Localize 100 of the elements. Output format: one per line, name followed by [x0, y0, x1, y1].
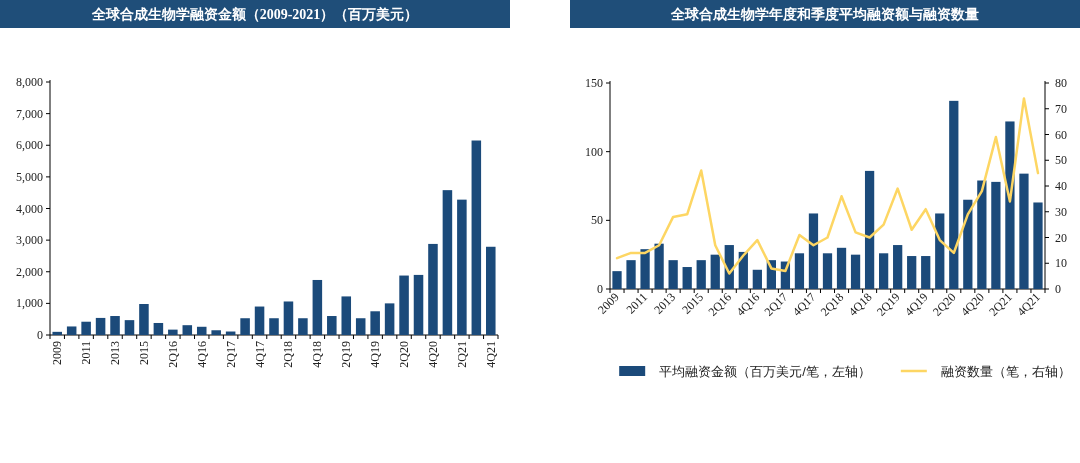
- bar: [850, 254, 861, 289]
- x-tick-label: 4Q19: [368, 341, 383, 368]
- chart-title: 全球合成生物学融资金额（2009-2021）（百万美元）: [90, 6, 419, 22]
- bar: [991, 181, 1001, 289]
- bar: [413, 274, 424, 335]
- bar: [1005, 121, 1015, 289]
- bar: [124, 320, 135, 335]
- bar: [808, 213, 819, 289]
- y2-tick-label: 20: [1055, 230, 1067, 245]
- x-tick-label: 2Q18: [281, 341, 296, 368]
- y2-tick-label: 30: [1055, 204, 1067, 219]
- y-tick-label: 50: [591, 213, 603, 228]
- bar: [640, 249, 650, 289]
- bar: [949, 100, 959, 289]
- x-tick-label: 2Q21: [454, 341, 469, 368]
- x-tick-label: 4Q21: [483, 341, 498, 368]
- y-tick-label: 3,000: [16, 233, 43, 248]
- bar: [696, 260, 706, 289]
- bar: [254, 306, 265, 335]
- bar: [626, 260, 636, 289]
- bar: [486, 246, 496, 335]
- bar: [907, 256, 917, 289]
- bar: [139, 304, 149, 335]
- y-tick-label: 100: [585, 144, 603, 159]
- bar: [836, 247, 847, 289]
- bar: [355, 318, 366, 335]
- legend-label: 融资数量（笔，右轴）: [940, 364, 1071, 379]
- bar: [110, 316, 120, 335]
- bar: [921, 256, 931, 289]
- bar: [95, 317, 106, 335]
- x-tick-label: 2013: [108, 341, 123, 365]
- y-tick-label: 7,000: [16, 106, 43, 121]
- x-tick-label: 4Q18: [310, 341, 325, 368]
- y-tick-label: 4,000: [16, 201, 43, 216]
- bar: [240, 318, 250, 335]
- bar: [963, 199, 973, 289]
- y-tick-label: 0: [597, 282, 603, 296]
- y2-tick-label: 10: [1055, 256, 1067, 271]
- x-tick-label: 2015: [136, 341, 151, 365]
- x-tick-label: 2Q20: [397, 341, 412, 368]
- bar: [1019, 173, 1029, 289]
- y2-tick-label: 60: [1055, 127, 1067, 142]
- x-tick-label: 2Q17: [223, 341, 238, 368]
- bar: [794, 253, 805, 289]
- x-tick-label: 2011: [623, 290, 651, 317]
- bar: [471, 140, 482, 335]
- x-tick-label: 2Q16: [165, 341, 180, 368]
- bar: [384, 303, 395, 335]
- y2-tick-label: 50: [1055, 153, 1067, 168]
- bar: [442, 190, 453, 335]
- x-tick-label: 2011: [79, 341, 94, 365]
- y2-tick-label: 80: [1055, 76, 1067, 90]
- bar: [269, 318, 279, 335]
- bar: [341, 296, 352, 335]
- x-tick-label: 4Q20: [425, 341, 440, 368]
- bar: [654, 243, 664, 289]
- bar: [312, 279, 323, 335]
- bar: [612, 271, 622, 289]
- bar: [457, 199, 467, 335]
- x-tick-label: 2009: [50, 341, 65, 365]
- bar: [399, 275, 409, 335]
- bar: [893, 245, 903, 289]
- bar: [66, 326, 77, 335]
- bar: [196, 326, 207, 335]
- bar: [298, 318, 308, 335]
- bar: [752, 269, 762, 289]
- x-tick-label: 2Q19: [339, 341, 354, 368]
- y-tick-label: 5,000: [16, 169, 43, 184]
- y2-tick-label: 0: [1055, 282, 1061, 296]
- bar: [879, 253, 889, 289]
- bar: [153, 322, 164, 335]
- bar: [211, 330, 221, 335]
- legend-label: 平均融资金额（百万美元/笔，左轴）: [659, 364, 871, 379]
- bar: [864, 170, 875, 289]
- bar: [935, 213, 945, 289]
- bar: [1033, 202, 1043, 289]
- bar: [370, 311, 380, 335]
- bar: [168, 329, 178, 335]
- bar: [710, 254, 720, 289]
- bar: [428, 243, 438, 335]
- bar: [81, 321, 91, 335]
- bar: [182, 325, 193, 335]
- bar: [283, 301, 294, 335]
- y-tick-label: 6,000: [16, 138, 43, 153]
- bar: [977, 180, 987, 289]
- y-tick-label: 150: [585, 76, 603, 90]
- bar: [682, 267, 692, 289]
- line-series: [615, 97, 1040, 275]
- y2-tick-label: 70: [1055, 101, 1067, 116]
- y-tick-label: 1,000: [16, 296, 43, 311]
- y-tick-label: 2,000: [16, 264, 43, 279]
- x-tick-label: 4Q16: [194, 341, 209, 368]
- chart-title: 全球合成生物学年度和季度平均融资额与融资数量: [670, 6, 979, 22]
- bar: [327, 316, 337, 335]
- x-tick-label: 4Q17: [252, 341, 267, 368]
- bar: [822, 253, 833, 289]
- y2-tick-label: 40: [1055, 179, 1067, 193]
- bar: [668, 260, 678, 289]
- y-tick-label: 8,000: [16, 75, 43, 89]
- y-tick-label: 0: [37, 328, 43, 342]
